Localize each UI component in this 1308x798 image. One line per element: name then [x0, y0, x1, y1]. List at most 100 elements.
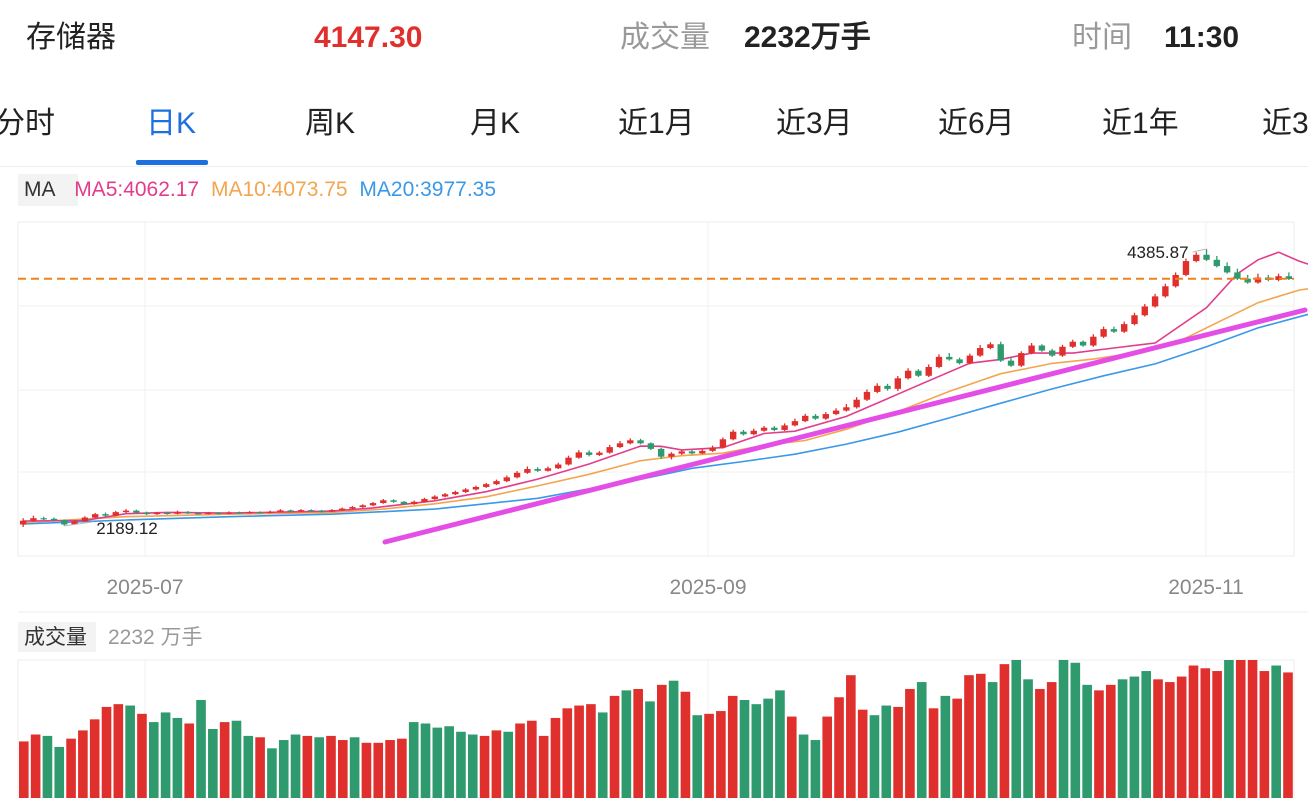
volume-bar	[621, 690, 632, 798]
volume-bar	[1188, 665, 1199, 798]
candle-body	[802, 415, 809, 422]
time-value: 11:30	[1164, 21, 1240, 54]
volume-bar	[609, 695, 620, 798]
volume-bar	[326, 735, 336, 798]
volume-bar	[503, 731, 514, 798]
volume-bar	[373, 742, 384, 798]
candle-body	[946, 356, 953, 360]
candle-body	[904, 370, 912, 379]
volume-legend-box[interactable]	[18, 622, 96, 652]
candle-body	[843, 407, 850, 411]
volume-bar	[408, 722, 419, 798]
candle-body	[596, 452, 603, 455]
tab-timeshare[interactable]: 分时	[0, 107, 55, 140]
candle-body	[380, 500, 387, 504]
tab-monthly-k[interactable]: 月K	[470, 107, 521, 140]
candle-body	[30, 518, 37, 521]
candle-body	[50, 518, 58, 521]
candle-body	[1090, 336, 1097, 346]
last-price: 4147.30	[314, 21, 423, 54]
volume-bar	[385, 740, 395, 798]
volume-label: 成交量	[620, 21, 710, 54]
tab-6-months[interactable]: 近6月	[938, 107, 1015, 140]
volume-bar	[397, 738, 407, 798]
volume-bar	[290, 734, 301, 798]
volume-bar	[810, 740, 821, 798]
candle-body	[71, 521, 78, 525]
candle-body	[1234, 272, 1241, 279]
candle-body	[61, 520, 68, 525]
volume-bar	[1235, 660, 1246, 798]
volume-bar	[916, 682, 927, 798]
candle-body	[1275, 276, 1282, 280]
candle-body	[853, 399, 860, 408]
volume-bar	[208, 729, 218, 798]
candle-body	[431, 496, 438, 500]
volume-bar	[101, 706, 112, 798]
volume-bar	[869, 715, 880, 798]
x-tick-label: 2025-11	[1168, 576, 1244, 599]
candle-body	[1285, 276, 1293, 280]
candle-body	[153, 512, 161, 515]
volume-value: 2232万手	[744, 21, 871, 54]
candle-body	[627, 440, 634, 444]
volume-bar	[999, 664, 1010, 798]
candle-body	[266, 511, 274, 513]
active-tab-indicator	[136, 160, 208, 165]
volume-bar	[349, 737, 360, 798]
price-gridlines	[17, 221, 1308, 798]
candle-body	[812, 415, 819, 419]
candle-body	[1048, 350, 1056, 356]
candle-body	[472, 486, 480, 490]
volume-bar	[597, 712, 608, 798]
volume-bar	[196, 700, 206, 798]
candle-body	[19, 520, 27, 525]
volume-bar	[987, 682, 998, 798]
candle-body	[369, 503, 377, 506]
volume-bar	[680, 691, 691, 798]
tab-1-year[interactable]: 近1年	[1102, 107, 1179, 140]
candle-body	[91, 514, 99, 518]
volume-bar	[1153, 679, 1163, 798]
tab-daily-k[interactable]: 日K	[146, 107, 197, 140]
candle-body	[863, 391, 871, 400]
tab-3-years[interactable]: 近3年	[1262, 107, 1308, 140]
candle-body	[1151, 296, 1159, 307]
volume-bar	[1176, 676, 1187, 798]
candle-body	[318, 510, 325, 513]
volume-bar	[586, 704, 596, 798]
tab-3-months[interactable]: 近3月	[776, 107, 853, 140]
ma-legend-box[interactable]	[18, 174, 78, 206]
volume-bar	[657, 684, 667, 798]
chart-overlay	[18, 277, 1308, 545]
x-tick-label: 2025-07	[106, 576, 183, 599]
volume-bar	[54, 746, 65, 798]
time-label: 时间	[1072, 21, 1132, 54]
candle-body	[1223, 266, 1231, 273]
ma-label[interactable]: MA	[24, 178, 55, 201]
volume-bar	[89, 719, 100, 798]
candle-body	[668, 453, 675, 457]
volume-bar	[432, 727, 443, 798]
candle-body	[832, 410, 840, 415]
tab-1-month[interactable]: 近1月	[618, 107, 695, 140]
candle-body	[585, 452, 593, 455]
tab-weekly-k[interactable]: 周K	[305, 107, 356, 140]
candle-body	[915, 370, 922, 376]
period-tabs: 分时 日K 周K 月K 近1月 近3月 近6月 近1年 近3年	[0, 84, 1308, 167]
volume-bar	[42, 735, 53, 798]
min-price-label: 2189.12	[96, 519, 157, 538]
volume-bar	[562, 708, 573, 798]
volume-panel-frame	[17, 659, 1295, 798]
candle-body	[1110, 329, 1118, 332]
volume-bar	[1058, 660, 1069, 798]
volume-bar	[255, 737, 265, 798]
x-tick-label: 2025-09	[669, 576, 746, 599]
volume-bar	[1259, 671, 1270, 798]
volume-bar	[857, 709, 868, 798]
candle-body	[1203, 254, 1210, 260]
volume-bar	[716, 711, 726, 798]
candle-body	[966, 355, 974, 364]
volume-bar	[491, 730, 502, 798]
